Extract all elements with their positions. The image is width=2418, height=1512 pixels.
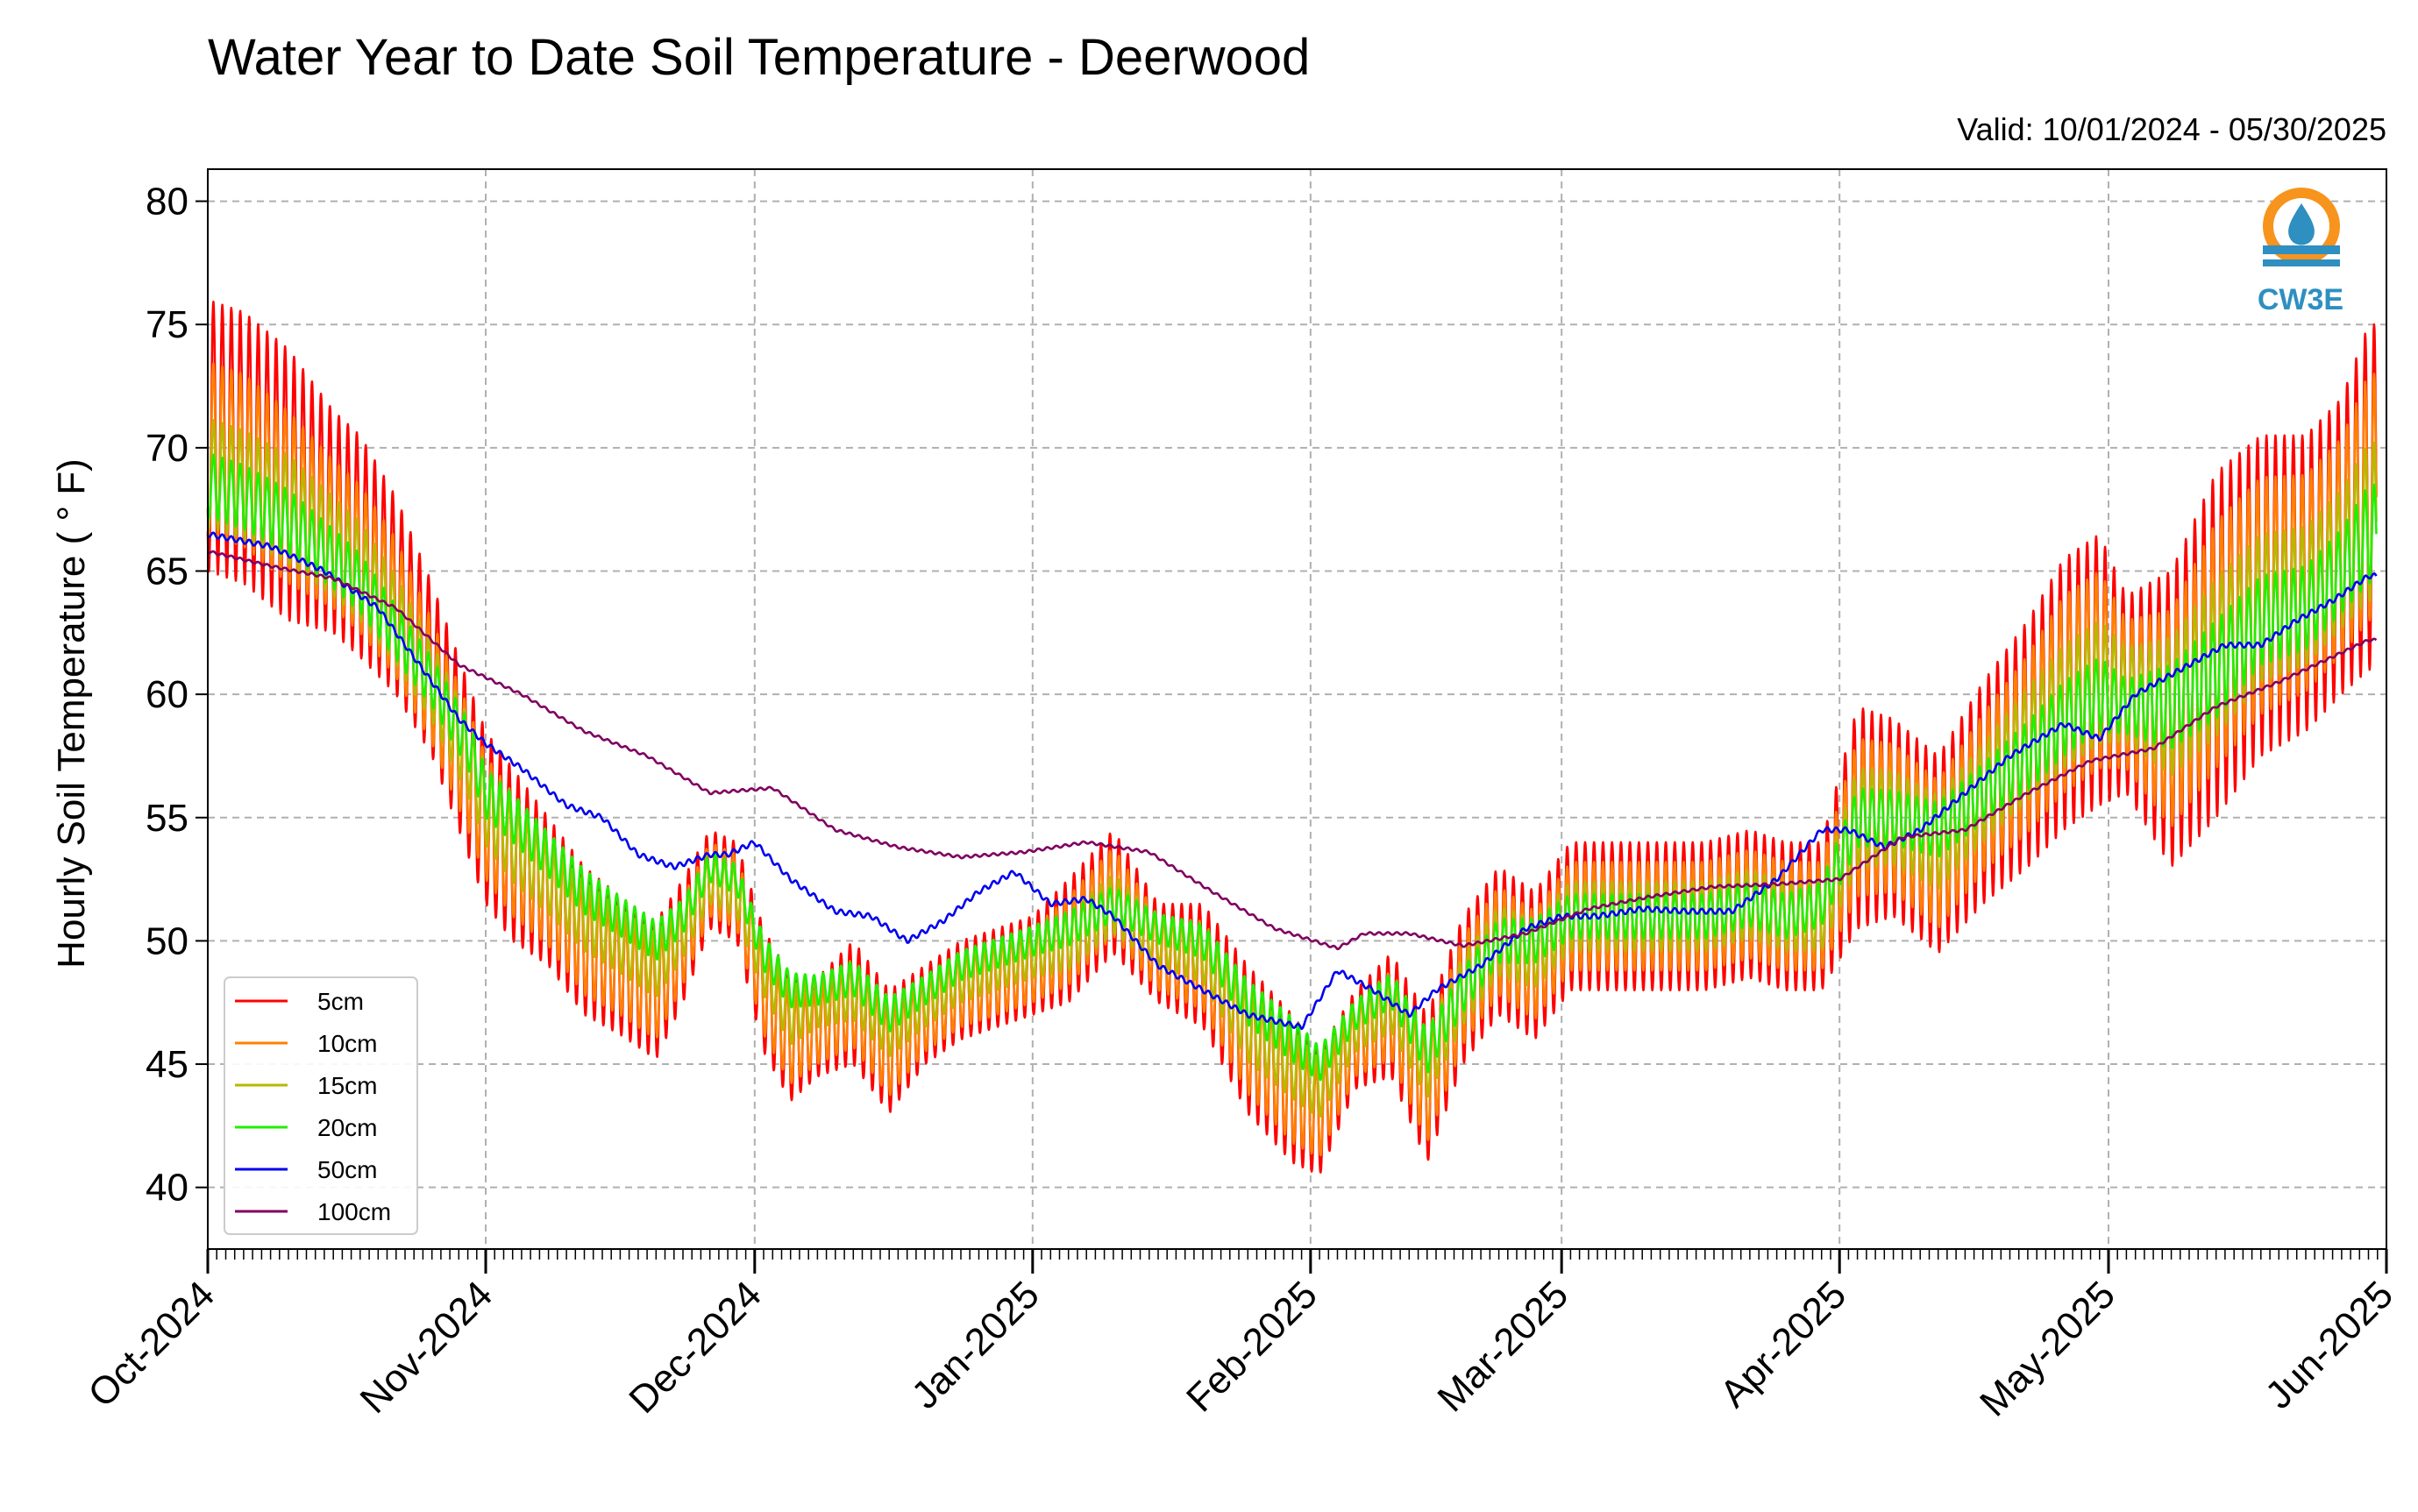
x-tick-label: Mar-2025: [1429, 1273, 1576, 1420]
y-tick-label: 40: [146, 1167, 188, 1210]
logo-drop-icon: [2288, 203, 2315, 245]
chart-subtitle: Valid: 10/01/2024 - 05/30/2025: [1957, 111, 2386, 147]
plot-frame: [207, 168, 2387, 1250]
series-line-15cm: [206, 419, 2378, 1118]
legend-label-10cm: 10cm: [317, 1030, 377, 1057]
y-tick-label: 55: [146, 797, 188, 840]
y-tick-label: 65: [146, 550, 188, 593]
legend-label-20cm: 20cm: [317, 1114, 377, 1141]
logo-wave-icon: [2263, 259, 2340, 266]
cw3e-logo: CW3E: [2258, 188, 2343, 316]
legend: 5cm 10cm 15cm 20cm 50cm 100cm: [224, 976, 418, 1235]
logo-wave-icon: [2263, 245, 2340, 254]
legend-box: [224, 976, 418, 1235]
x-tick-label: Dec-2024: [621, 1273, 770, 1422]
legend-label-50cm: 50cm: [317, 1156, 377, 1183]
x-tick-label: Jan-2025: [904, 1273, 1048, 1416]
y-tick-label: 75: [146, 303, 188, 346]
x-minor-ticks: [207, 1249, 2387, 1260]
legend-label-100cm: 100cm: [317, 1198, 391, 1225]
x-tick-label: Oct-2024: [80, 1273, 223, 1416]
x-tick-label: Feb-2025: [1178, 1273, 1326, 1420]
y-tick-label: 45: [146, 1043, 188, 1086]
y-axis-ticks: 40 45 50 55 60 65 70 75 80: [146, 181, 208, 1210]
x-tick-label: Apr-2025: [1712, 1273, 1855, 1416]
x-tick-label: Jun-2025: [2258, 1273, 2401, 1416]
y-axis-label: Hourly Soil Temperature ( ° F): [50, 458, 93, 969]
chart-title: Water Year to Date Soil Temperature - De…: [208, 29, 1310, 86]
logo-text: CW3E: [2258, 283, 2343, 316]
y-tick-label: 60: [146, 673, 188, 716]
legend-label-15cm: 15cm: [317, 1072, 377, 1099]
y-tick-label: 80: [146, 181, 188, 224]
plot-area: [206, 301, 2378, 1174]
x-tick-label: Nov-2024: [352, 1273, 501, 1422]
x-tick-label: May-2025: [1972, 1273, 2123, 1424]
y-tick-label: 50: [146, 919, 188, 962]
series-line-20cm: [206, 453, 2378, 1082]
series-line-10cm: [206, 362, 2378, 1157]
y-tick-label: 70: [146, 427, 188, 470]
series-line-50cm: [206, 531, 2378, 1031]
legend-label-5cm: 5cm: [317, 988, 364, 1015]
series-line-100cm: [207, 550, 2378, 951]
x-axis-ticks: Oct-2024 Nov-2024 Dec-2024 Jan-2025 Feb-2025…: [80, 1249, 2401, 1424]
